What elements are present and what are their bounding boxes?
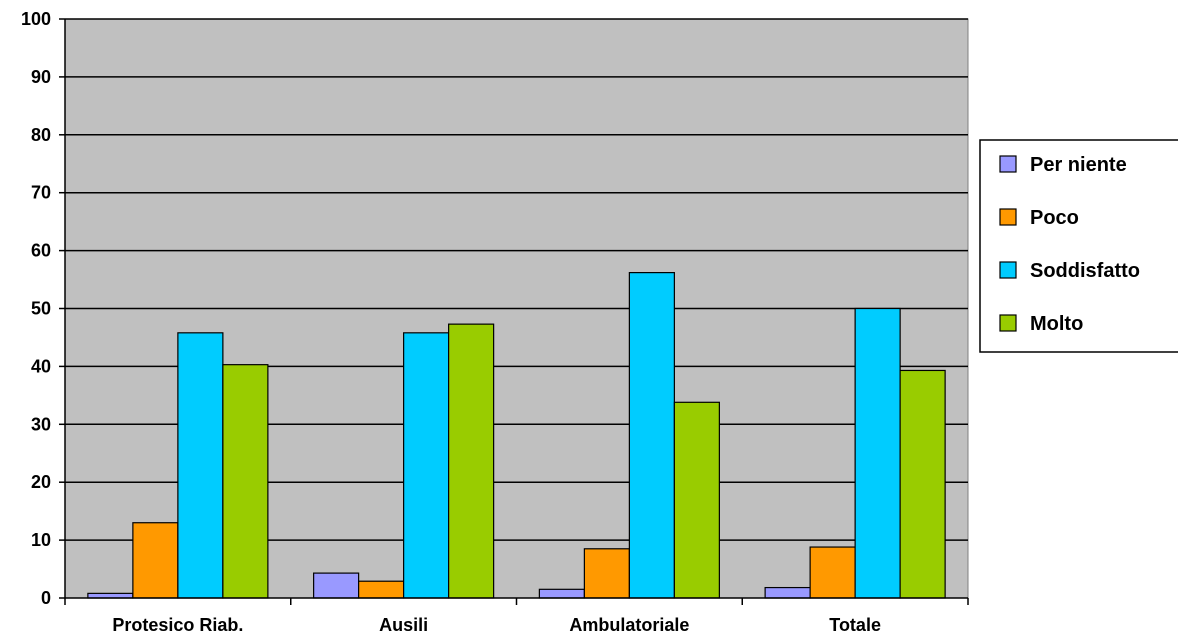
y-tick-label: 90 xyxy=(31,67,51,87)
y-tick-label: 50 xyxy=(31,299,51,319)
y-tick-label: 20 xyxy=(31,472,51,492)
y-tick-label: 0 xyxy=(41,588,51,608)
bar-molto-0 xyxy=(222,364,269,599)
y-tick-labels: 0 10 20 30 40 50 60 70 80 90 100 xyxy=(21,9,51,608)
bar-per-niente-3 xyxy=(764,586,811,599)
legend-swatch-soddisfatto xyxy=(999,261,1017,279)
y-tick-label: 80 xyxy=(31,125,51,145)
bar-soddisfatto-1 xyxy=(403,332,450,599)
bar-poco-3 xyxy=(809,546,856,599)
x-tick-label: Protesico Riab. xyxy=(112,615,243,635)
x-tick-labels: Protesico Riab. Ausili Ambulatoriale Totale xyxy=(112,615,881,635)
y-tick-label: 60 xyxy=(31,241,51,261)
bar-molto-3 xyxy=(899,369,946,599)
bar-molto-1 xyxy=(448,323,495,599)
legend-label: Molto xyxy=(1030,313,1083,335)
bar-poco-1 xyxy=(358,580,405,599)
y-tick-label: 100 xyxy=(21,9,51,29)
axes xyxy=(59,18,969,605)
legend-label: Soddisfatto xyxy=(1030,260,1140,282)
y-tick-label: 10 xyxy=(31,530,51,550)
y-tick-label: 40 xyxy=(31,356,51,376)
bars xyxy=(87,272,946,599)
bar-soddisfatto-3 xyxy=(854,307,901,599)
legend: Per niente Poco Soddisfatto Molto xyxy=(979,139,1178,353)
y-tick-label: 70 xyxy=(31,183,51,203)
x-tick-label: Ambulatoriale xyxy=(569,615,689,635)
x-tick-label: Totale xyxy=(829,615,881,635)
legend-swatch-molto xyxy=(999,314,1017,332)
bar-soddisfatto-0 xyxy=(177,332,224,599)
bar-molto-2 xyxy=(673,401,720,599)
legend-swatch-per-niente xyxy=(999,155,1017,173)
legend-label: Per niente xyxy=(1030,154,1127,176)
bar-soddisfatto-2 xyxy=(628,272,675,599)
legend-swatch-poco xyxy=(999,208,1017,226)
bar-per-niente-1 xyxy=(313,572,360,599)
bar-poco-2 xyxy=(583,548,630,599)
legend-label: Poco xyxy=(1030,207,1079,229)
x-tick-label: Ausili xyxy=(379,615,428,635)
y-tick-label: 30 xyxy=(31,414,51,434)
bar-per-niente-2 xyxy=(538,588,585,599)
bar-poco-0 xyxy=(132,522,179,599)
